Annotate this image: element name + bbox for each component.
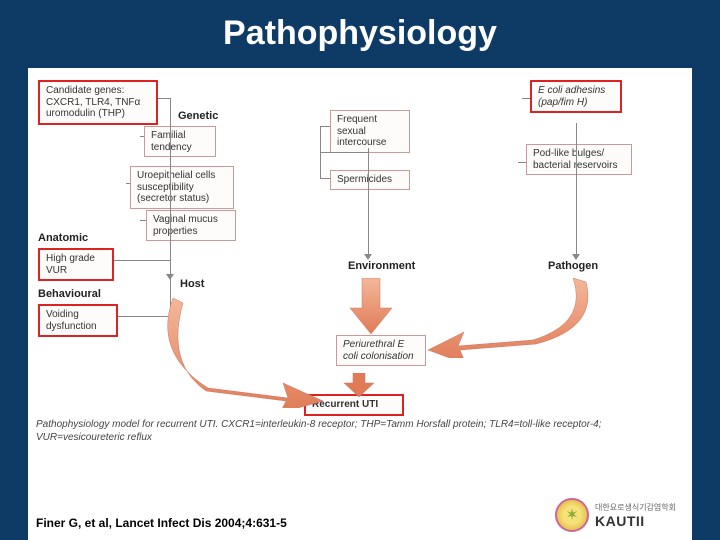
- logo-icon: ✶: [555, 498, 589, 532]
- logo-korean: 대한요로생식기감염학회: [595, 502, 676, 513]
- connector: [126, 183, 130, 184]
- box-adhesins: E coli adhesins (pap/fim H): [530, 80, 622, 113]
- figure-caption: Pathophysiology model for recurrent UTI.…: [36, 418, 684, 444]
- box-podlike: Pod-like bulges/ bacterial reservoirs: [526, 144, 632, 175]
- connector: [114, 260, 170, 261]
- label-pathogen: Pathogen: [548, 260, 598, 272]
- box-mucus: Vaginal mucus properties: [146, 210, 236, 241]
- box-vur: High grade VUR: [38, 248, 114, 281]
- page-title: Pathophysiology: [0, 0, 720, 61]
- connector: [522, 98, 530, 99]
- label-anatomic: Anatomic: [38, 232, 88, 244]
- box-familial: Familial tendency: [144, 126, 216, 157]
- arrowhead-icon: [364, 254, 372, 260]
- box-colonisation: Periurethral E coli colonisation: [336, 335, 426, 366]
- connector: [368, 148, 369, 258]
- big-arrow-pathogen-to-colonisation: [428, 278, 598, 358]
- box-uroepithelial: Uroepithelial cells susceptibility (secr…: [130, 166, 234, 209]
- citation-text: Finer G, et al, Lancet Infect Dis 2004;4…: [36, 516, 287, 530]
- connector: [140, 220, 146, 221]
- logo-english: KAUTII: [595, 513, 676, 529]
- box-spermicides: Spermicides: [330, 170, 410, 190]
- arrowhead-icon: [572, 254, 580, 260]
- content-panel: Candidate genes: CXCR1, TLR4, TNFα uromo…: [28, 68, 692, 540]
- connector: [158, 98, 170, 99]
- diagram-area: Candidate genes: CXCR1, TLR4, TNFα uromo…: [28, 68, 692, 448]
- connector: [320, 178, 330, 179]
- big-arrow-env-to-colonisation: [350, 278, 392, 334]
- big-arrow-host-to-recurrent: [148, 293, 328, 408]
- footer-logo: ✶ 대한요로생식기감염학회 KAUTII: [555, 498, 676, 532]
- connector: [140, 136, 144, 137]
- connector: [576, 123, 577, 258]
- box-candidate-genes: Candidate genes: CXCR1, TLR4, TNFα uromo…: [38, 80, 158, 125]
- label-host: Host: [180, 278, 204, 290]
- connector: [320, 152, 368, 153]
- big-arrow-colonisation-to-recurrent: [344, 373, 374, 397]
- arrowhead-icon: [166, 274, 174, 280]
- connector: [320, 126, 330, 127]
- box-voiding: Voiding dysfunction: [38, 304, 118, 337]
- label-behavioural: Behavioural: [38, 288, 101, 300]
- label-genetic: Genetic: [178, 110, 218, 122]
- box-intercourse: Frequent sexual intercourse: [330, 110, 410, 153]
- label-environment: Environment: [348, 260, 415, 272]
- connector: [518, 162, 526, 163]
- connector: [170, 98, 171, 278]
